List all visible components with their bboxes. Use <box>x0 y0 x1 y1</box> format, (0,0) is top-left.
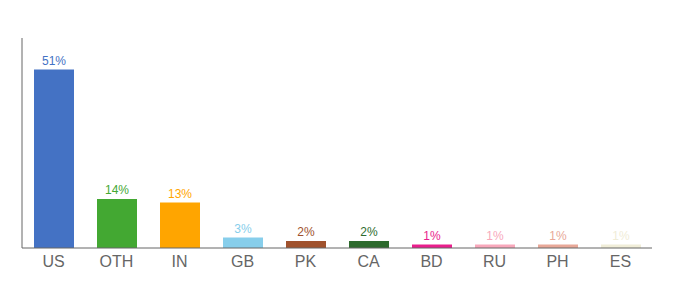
svg-text:CA: CA <box>357 253 380 270</box>
svg-text:2%: 2% <box>360 225 378 239</box>
svg-text:PK: PK <box>295 253 317 270</box>
svg-text:1%: 1% <box>612 229 630 243</box>
svg-text:13%: 13% <box>168 187 192 201</box>
svg-text:IN: IN <box>172 253 188 270</box>
svg-text:OTH: OTH <box>100 253 134 270</box>
svg-text:1%: 1% <box>486 229 504 243</box>
svg-text:ES: ES <box>610 253 631 270</box>
svg-text:14%: 14% <box>105 183 129 197</box>
svg-text:GB: GB <box>231 253 254 270</box>
svg-text:RU: RU <box>483 253 506 270</box>
svg-text:2%: 2% <box>297 225 315 239</box>
svg-text:PH: PH <box>546 253 568 270</box>
svg-text:US: US <box>42 253 64 270</box>
svg-text:1%: 1% <box>423 229 441 243</box>
svg-text:1%: 1% <box>549 229 567 243</box>
svg-text:51%: 51% <box>42 54 66 68</box>
svg-text:3%: 3% <box>234 222 252 236</box>
svg-text:BD: BD <box>420 253 442 270</box>
